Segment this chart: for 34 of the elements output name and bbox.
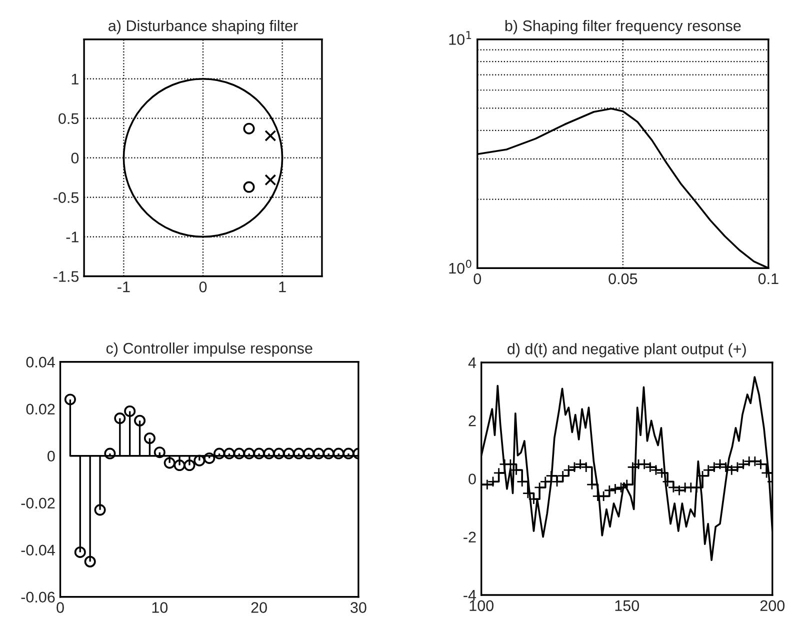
y-tick-label: 2: [468, 415, 476, 426]
y-tick-label: -4: [464, 590, 476, 601]
x-tick-label: 100: [470, 600, 494, 612]
x-tick-label: 0.05: [608, 273, 638, 284]
x-tick-label: 10: [152, 602, 168, 613]
x-tick-label: -1: [118, 282, 130, 292]
y-tick-label: 0: [468, 474, 476, 484]
x-tick-label: 200: [760, 600, 785, 612]
y-tick-label: 0.02: [26, 404, 55, 415]
chart-title: b) Shaping filter frequency resonse: [505, 20, 741, 34]
y-tick-label: 10$^{0}$: [449, 260, 472, 274]
x-tick-label: 0.1: [758, 273, 778, 284]
x-tick-label: 1: [279, 282, 286, 292]
chart-title: a) Disturbance shaping filter: [108, 20, 298, 34]
y-tick-label: 0.04: [26, 356, 55, 368]
y-tick-label: -0.06: [21, 592, 55, 603]
y-tick-label: 0: [71, 152, 79, 164]
y-tick-label: -0.5: [54, 192, 79, 203]
y-tick-label: 1: [72, 74, 78, 84]
y-tick-label: 0: [48, 450, 55, 462]
chart-title: c) Controller impulse response: [106, 342, 312, 357]
x-tick-label: 0: [199, 282, 207, 292]
y-tick-label: -0.04: [21, 544, 55, 556]
y-tick-label: 4: [468, 358, 476, 368]
x-tick-label: 20: [251, 602, 267, 613]
y-tick-label: -2: [464, 532, 476, 542]
x-tick-label: 150: [615, 600, 640, 612]
chart-title: d) d(t) and negative plant output (+): [508, 343, 746, 358]
y-tick-label: 10$^{1}$: [449, 31, 472, 45]
x-tick-label: 30: [350, 602, 366, 613]
y-tick-label: -1.5: [54, 271, 79, 282]
y-tick-label: -1: [66, 232, 78, 242]
y-tick-label: 0.5: [58, 113, 79, 124]
y-tick-label: -0.02: [21, 498, 55, 509]
